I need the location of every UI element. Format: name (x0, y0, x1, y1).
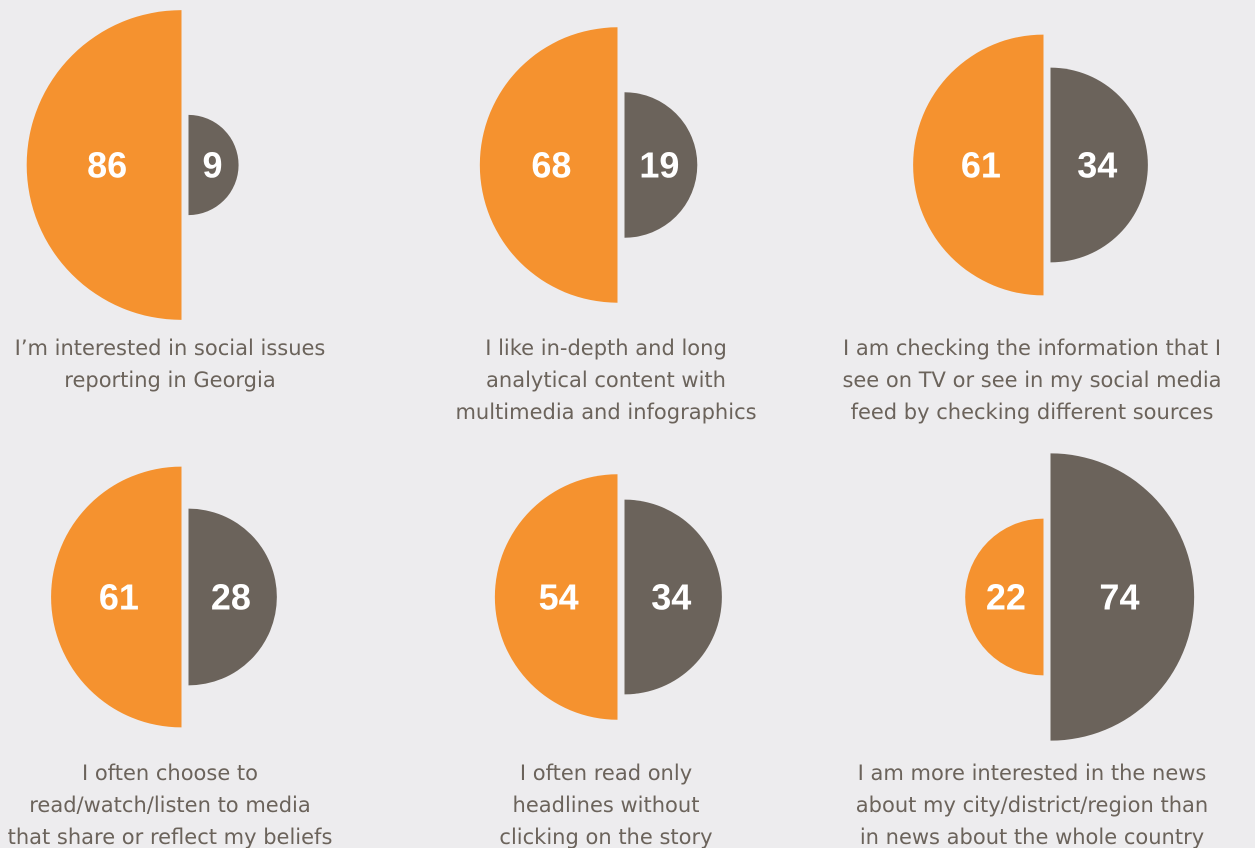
value-label: 61 (961, 145, 1001, 186)
value-label: 34 (651, 577, 691, 618)
value-label: 61 (99, 577, 139, 618)
value-label: 54 (539, 577, 579, 618)
caption: I’m interested in social issues (15, 336, 326, 360)
semicircle (913, 34, 1044, 296)
value-label: 86 (87, 145, 127, 186)
caption: I often read only (520, 761, 692, 785)
semicircle (188, 508, 277, 686)
caption: I am checking the information that I (843, 336, 1221, 360)
caption: reporting in Georgia (64, 368, 275, 392)
caption: feed by checking different sources (851, 400, 1214, 424)
caption: multimedia and infographics (455, 400, 756, 424)
semicircle (1050, 453, 1195, 741)
value-label: 19 (639, 145, 679, 186)
caption: that share or reflect my beliefs (8, 825, 333, 848)
semicircle (494, 474, 618, 720)
caption: about my city/district/region than (856, 793, 1208, 817)
caption: in news about the whole country (860, 825, 1204, 848)
caption: I like in-depth and long (485, 336, 727, 360)
caption: headlines without (513, 793, 700, 817)
value-label: 22 (986, 577, 1026, 618)
semicircle (965, 518, 1044, 676)
semicircle (479, 27, 618, 303)
caption: clicking on the story (499, 825, 712, 848)
caption: I often choose to (82, 761, 258, 785)
semicircle (624, 92, 698, 238)
value-label: 68 (531, 145, 571, 186)
caption: read/watch/listen to media (29, 793, 311, 817)
value-label: 9 (203, 145, 223, 186)
value-label: 34 (1077, 145, 1117, 186)
value-label: 28 (211, 577, 251, 618)
caption: analytical content with (486, 368, 726, 392)
semicircle (51, 466, 182, 728)
value-label: 74 (1099, 577, 1139, 618)
semicircle (26, 10, 182, 320)
semicircle (188, 114, 239, 216)
caption: I am more interested in the news (858, 761, 1207, 785)
semicircle (1050, 67, 1148, 263)
caption: see on TV or see in my social media (842, 368, 1221, 392)
semicircle (624, 499, 722, 695)
